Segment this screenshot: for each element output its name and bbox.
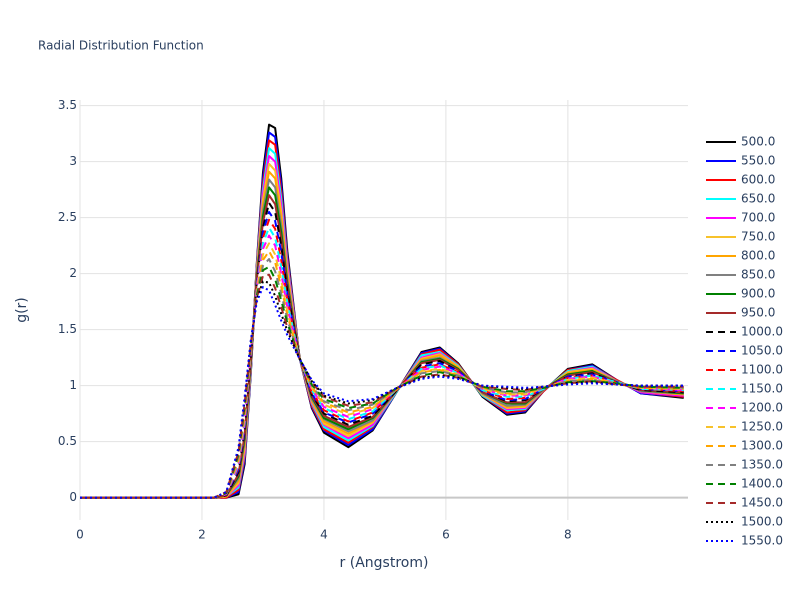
legend-label: 1250.0 [741, 420, 783, 434]
series-line [80, 250, 684, 499]
legend-label: 700.0 [741, 211, 775, 225]
legend-label: 1550.0 [741, 534, 783, 548]
series-line [80, 178, 684, 499]
series-line [80, 186, 684, 499]
legend-label: 1000.0 [741, 325, 783, 339]
series-line [80, 147, 684, 499]
legend-label: 1050.0 [741, 344, 783, 358]
y-tick-label: 1 [69, 378, 77, 392]
legend-label: 1400.0 [741, 477, 783, 491]
legend-label: 800.0 [741, 249, 775, 263]
legend-label: 850.0 [741, 268, 775, 282]
series-line [80, 162, 684, 499]
legend-label: 750.0 [741, 230, 775, 244]
legend-label: 550.0 [741, 154, 775, 168]
legend-label: 1500.0 [741, 515, 783, 529]
x-tick-label: 4 [320, 528, 328, 542]
series-line [80, 139, 684, 499]
y-tick-label: 0.5 [58, 434, 77, 448]
legend-label: 1300.0 [741, 439, 783, 453]
series-line [80, 273, 684, 499]
y-tick-label: 0 [69, 490, 77, 504]
series-line [80, 131, 684, 499]
y-tick-label: 1.5 [58, 322, 77, 336]
series-line [80, 194, 684, 499]
legend-label: 950.0 [741, 306, 775, 320]
plot-area [80, 123, 684, 499]
grid: 0 2 4 6 8 0 0.5 1 1.5 2 2.5 3 3.5 [58, 98, 688, 542]
x-tick-label: 8 [564, 528, 572, 542]
legend-label: 1450.0 [741, 496, 783, 510]
chart-title: Radial Distribution Function [38, 39, 204, 53]
series-line [80, 286, 684, 499]
legend-label: 650.0 [741, 192, 775, 206]
legend-label: 1150.0 [741, 382, 783, 396]
y-tick-label: 3.5 [58, 98, 77, 112]
series-line [80, 155, 684, 499]
y-tick-label: 3 [69, 154, 77, 168]
series-line [80, 170, 684, 499]
series-line [80, 218, 684, 499]
series-line [80, 226, 684, 499]
y-axis-title: g(r) [14, 297, 30, 323]
y-tick-label: 2.5 [58, 210, 77, 224]
legend: 500.0 550.0 600.0 650.0 700.0 750.0 800.0 850.0… [706, 135, 783, 548]
legend-label: 600.0 [741, 173, 775, 187]
series-line [80, 280, 684, 499]
legend-label: 1100.0 [741, 363, 783, 377]
legend-label: 1200.0 [741, 401, 783, 415]
series-line [80, 211, 684, 499]
y-tick-label: 2 [69, 266, 77, 280]
x-tick-label: 0 [76, 528, 84, 542]
legend-label: 500.0 [741, 135, 775, 149]
x-axis-title: r (Angstrom) [340, 555, 429, 571]
legend-label: 1350.0 [741, 458, 783, 472]
series-line [80, 202, 684, 499]
x-tick-label: 2 [198, 528, 206, 542]
series-line [80, 265, 684, 499]
x-tick-label: 6 [442, 528, 450, 542]
legend-label: 900.0 [741, 287, 775, 301]
